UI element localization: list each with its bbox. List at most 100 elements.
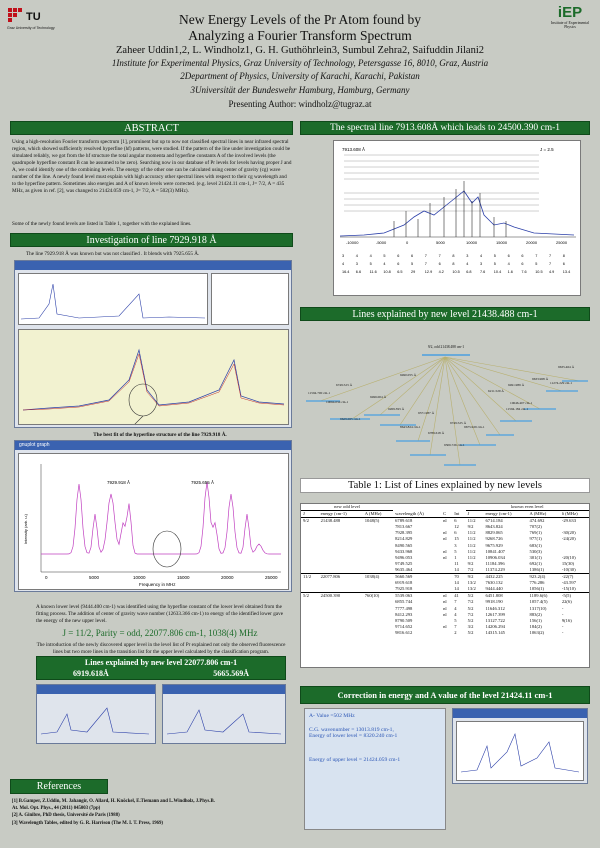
spectral-row-value: 4.2 bbox=[439, 270, 444, 274]
table-row: 9816.612 2 5/2 14315.145 1063(2) - bbox=[301, 630, 589, 636]
table-cell bbox=[301, 630, 319, 636]
table-cell: 14206.294 bbox=[485, 623, 505, 629]
hyperfine-fit-plot: 0 5000 10000 15000 20000 25000 7929.918 Å 792… bbox=[18, 453, 289, 590]
table-cell: nl bbox=[443, 605, 447, 611]
spectrum-curve bbox=[339, 190, 575, 237]
table-cell bbox=[319, 630, 363, 636]
table-cell: 22077.806 bbox=[320, 574, 341, 580]
table-cell: 301(1) bbox=[529, 554, 542, 560]
table-cell: 13/2 bbox=[467, 586, 476, 592]
table-row: 8214.829 nl 15 11/2 9268.726 977(1) -24(20) bbox=[301, 536, 589, 542]
table-cell: 474.692 bbox=[529, 518, 545, 524]
table-cell: nl bbox=[443, 599, 447, 605]
table-row: 9/2 21438.488 1048(5) 6789.618 nl 6 11/2 6714.1… bbox=[301, 518, 589, 525]
table-cell: -20(10) bbox=[561, 554, 576, 560]
spectral-x-tick: -10000 bbox=[346, 240, 359, 245]
correction-a-value: A- Value =502 MHz bbox=[309, 713, 355, 719]
table-cell: nl bbox=[443, 593, 447, 599]
spectral-row-value: 3 bbox=[342, 254, 344, 258]
spectral-row-value: 10.8 bbox=[383, 270, 390, 274]
transition-label: 9496.004 Å bbox=[370, 395, 387, 399]
table-cell: -29.633 bbox=[561, 518, 576, 524]
transition-label: 6749.523 Å bbox=[336, 383, 353, 387]
affiliation-1: 1Institute for Experimental Physics, Gra… bbox=[111, 58, 489, 68]
spectral-x-tick: 15000 bbox=[496, 240, 508, 245]
lines21438-title: Lines explained by new level 21438.488 c… bbox=[300, 307, 590, 321]
spectral-row-value: 10.5 bbox=[535, 270, 542, 274]
table-cell bbox=[441, 567, 452, 574]
table-cell: 5539.063 bbox=[395, 593, 413, 599]
table-row: 9714.652 nl 7 3/2 14206.294 184(2) - bbox=[301, 624, 589, 630]
tu-graz-logo: TU Graz University of Technology bbox=[6, 6, 60, 32]
spectral-row-value: 10.4 bbox=[494, 270, 501, 274]
table-cell bbox=[363, 567, 393, 574]
column-header: C bbox=[443, 510, 447, 516]
spectral-row-value: 13.4 bbox=[563, 270, 570, 274]
column-header: energy (cm-1) bbox=[320, 511, 347, 517]
spectral-line-figure: 7913.608 Å J = 2.5 -10000 -5000 0 5000 10000… bbox=[333, 140, 581, 296]
table-cell: 11184.396 bbox=[485, 560, 505, 566]
table-cell: nl bbox=[443, 623, 447, 629]
table-cell: 5/2 bbox=[467, 593, 474, 599]
table-cell: 5660.569 bbox=[395, 574, 413, 580]
table-cell: 692(1) bbox=[529, 560, 542, 566]
table-cell: 7630.132 bbox=[485, 580, 503, 586]
plot-x-tick: 25000 bbox=[265, 575, 278, 580]
spectral-row-value: 12.9 bbox=[425, 270, 432, 274]
table-cell: 9816.612 bbox=[395, 629, 413, 635]
transition-label: 9675.929 cm-1 bbox=[464, 425, 485, 429]
spectral-row-value: 4 bbox=[466, 262, 468, 266]
fit-curve bbox=[41, 481, 281, 555]
table-cell: - bbox=[561, 611, 564, 617]
investigation-caption-mid: The best fit of the hyperfine structure … bbox=[93, 432, 227, 438]
transition-label: 9306.726 cm-1 bbox=[444, 443, 465, 447]
table-cell: 9918.190 bbox=[485, 599, 503, 605]
table-cell bbox=[319, 567, 363, 574]
table-cell bbox=[363, 586, 393, 593]
transition-label: 9629.065 cm-1 bbox=[340, 417, 361, 421]
transition-label: 9635.464 Å bbox=[558, 365, 575, 369]
plot-label-right: 7925.655 Å bbox=[191, 479, 214, 485]
spectral-row-value: 6 bbox=[508, 254, 510, 258]
table-cell: 776.286 bbox=[529, 580, 545, 586]
lines22077-box: Lines explained by new level 22077.806 c… bbox=[36, 656, 286, 680]
spectral-row-value: 7 bbox=[425, 254, 427, 258]
table-cell bbox=[301, 586, 319, 593]
column-header: Int bbox=[454, 510, 460, 516]
transition-label: 8643.824 cm-1 bbox=[400, 425, 421, 429]
table-cell: 12617.399 bbox=[485, 611, 505, 617]
spectral-x-tick: 0 bbox=[406, 240, 409, 245]
gnuplot-window: gnuplot graph 0 5000 10000 15000 20000 25000 … bbox=[14, 440, 292, 592]
transition-lines bbox=[319, 356, 581, 466]
table-cell: 5/2 bbox=[467, 629, 474, 635]
table-cell: 11/2 bbox=[467, 542, 476, 548]
table-cell bbox=[319, 586, 363, 593]
transition-label: 10646.407 cm-1 bbox=[510, 401, 533, 405]
correction-box: A- Value =502 MHz C.G. wavenumber = 1301… bbox=[304, 708, 446, 830]
spectral-row-value: 5 bbox=[370, 262, 372, 266]
table-cell: 1317(10) bbox=[529, 605, 547, 611]
table-cell: 12 bbox=[454, 524, 459, 530]
table-cell: 1189.6(6) bbox=[529, 593, 548, 599]
level-bars bbox=[306, 380, 588, 466]
transition-label: 9490.055 Å bbox=[400, 373, 417, 377]
table-cell: 14 bbox=[454, 586, 459, 592]
table-cell: 11/2 bbox=[467, 548, 476, 554]
authors: Zaheer Uddin1,2, L. Windholz1, G. H. Gut… bbox=[116, 45, 484, 56]
transition-label: 9633.968 Å bbox=[532, 377, 549, 381]
table-cell: -15(10) bbox=[561, 586, 576, 592]
plot-x-tick: 10000 bbox=[133, 575, 146, 580]
lines21438-center-label: 9/2, odd 21438.488 cm-1 bbox=[427, 345, 465, 349]
spectral-row-value: 7 bbox=[549, 262, 551, 266]
table-cell: 9496.053 bbox=[395, 554, 413, 560]
table-cell bbox=[301, 567, 319, 574]
spectral-row-value: 3 bbox=[466, 254, 468, 258]
table-cell: 156(1) bbox=[529, 617, 542, 623]
table-row: 8412.293 nl 4 7/2 12617.399 883(2) - bbox=[301, 612, 589, 618]
table-cell: 1 bbox=[454, 554, 457, 560]
transition-label: 9371.987 Å bbox=[418, 411, 435, 415]
spectral-row-value: 5 bbox=[535, 262, 537, 266]
spectral-row-value: 10.5 bbox=[452, 270, 459, 274]
table-cell: 1063(2) bbox=[529, 629, 545, 635]
